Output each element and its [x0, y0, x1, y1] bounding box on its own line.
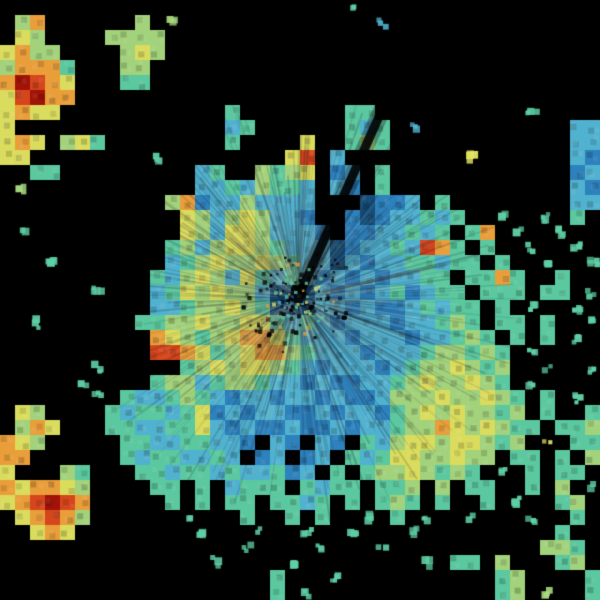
radar-heatmap-canvas — [0, 0, 600, 600]
radar-display — [0, 0, 600, 600]
